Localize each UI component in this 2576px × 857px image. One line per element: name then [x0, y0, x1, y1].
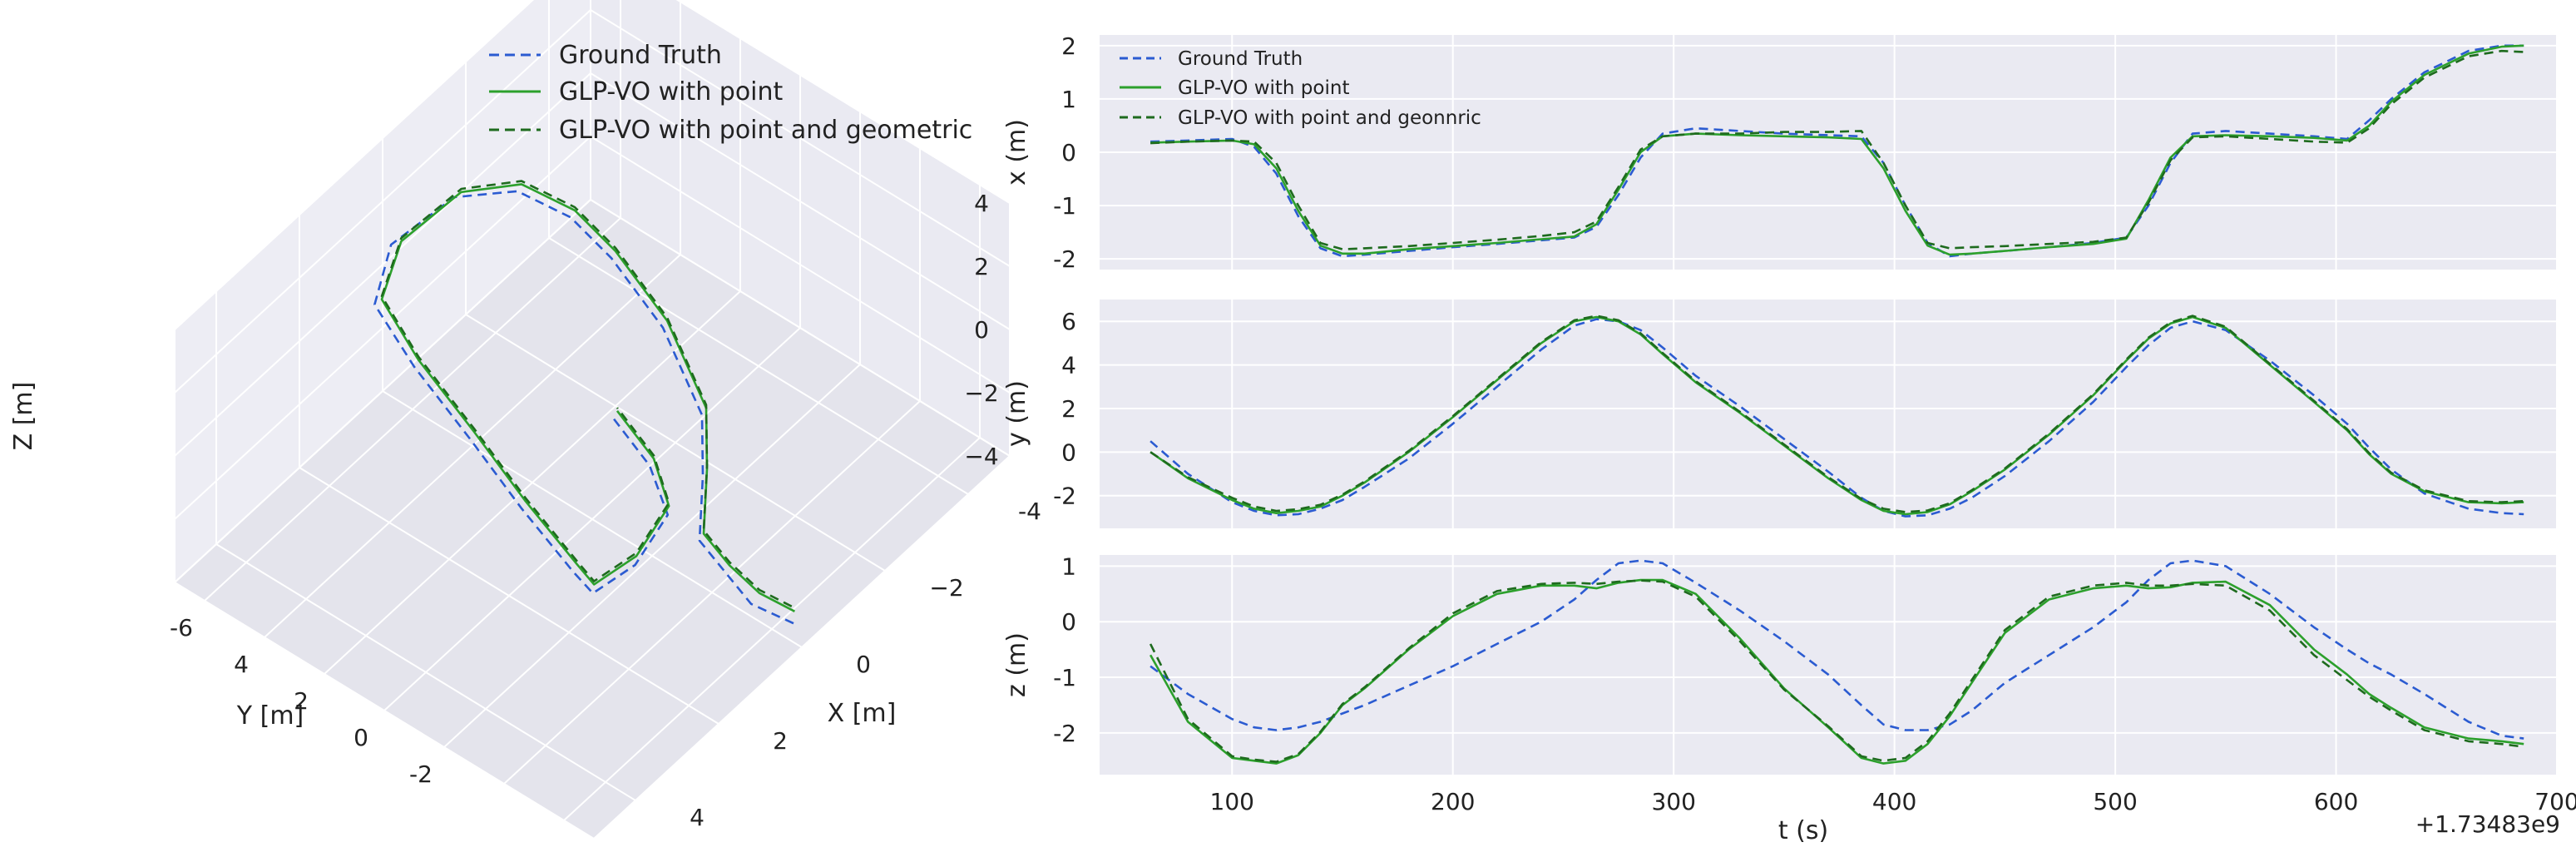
panel-z-ylabel: z (m) [1002, 632, 1031, 697]
x-tick-label: 500 [2093, 788, 2137, 815]
legend2d-label-point: GLP-VO with point [1178, 77, 1349, 99]
legend2d-label-point-geometric: GLP-VO with point and geonnric [1178, 107, 1481, 129]
z-axis-label: Z [m] [9, 382, 38, 451]
x-tick-label: 600 [2314, 788, 2358, 815]
y-axis-label: Y [m] [236, 701, 304, 731]
time-axis-offset: +1.73483e9 [2415, 810, 2560, 838]
series-glp-vo-with-point-and-geonnric [1150, 49, 2524, 250]
grid-floor-y [204, 217, 621, 602]
legend-label-point: GLP-VO with point [559, 77, 784, 107]
time-axis-label: t (s) [1778, 816, 1828, 845]
y-tick-label: 2 [1061, 395, 1076, 423]
y-tick-label: 0 [1061, 139, 1076, 166]
panel-x-ylabel: x (m) [1002, 119, 1031, 186]
grid-floor-y [324, 290, 741, 675]
legend-3d: Ground Truth GLP-VO with point GLP-VO wi… [489, 41, 972, 145]
y-tick-label: 4 [234, 651, 249, 678]
grid-floor-y [503, 400, 921, 785]
x-tick-label: 100 [1210, 788, 1254, 815]
series-glp-vo-with-point [1150, 44, 2524, 256]
series-ground-truth [1150, 559, 2524, 740]
grid-floor-y [383, 327, 801, 711]
x-tick-label: 200 [1431, 788, 1475, 815]
trajectories-3d [373, 180, 795, 625]
grid-back-z [174, 0, 534, 330]
z-tick-label: 4 [974, 190, 989, 217]
grid-back-z [174, 136, 591, 520]
y-tick-label: 1 [1061, 552, 1076, 580]
legend-label-ground-truth: Ground Truth [559, 41, 722, 70]
y-tick-label: -2 [409, 760, 433, 788]
panel-z-grid [1100, 555, 2558, 775]
y-tick-label: 0 [1061, 608, 1076, 636]
grid-floor-y [443, 364, 861, 748]
y-tick-label: -2 [1053, 483, 1076, 510]
x-tick-label: 4 [690, 804, 705, 831]
panel-x-grid [1100, 35, 2558, 270]
panel-y-y-ticks: -2 0 2 4 6 [1053, 308, 1076, 510]
x-tick-label: 700 [2534, 788, 2576, 815]
x-tick-label: 2 [773, 727, 788, 755]
y-tick-label: -6 [170, 614, 193, 642]
series-ground-truth [1150, 44, 2524, 258]
tick-labels-3d: 4 2 0 −2 −4 -6 4 2 0 -2 -4 −2 0 2 4 [170, 190, 1041, 831]
grid-side-z [590, 199, 1011, 457]
y-tick-label: 6 [1061, 308, 1076, 335]
grid-floor-y [264, 254, 681, 638]
panel-x-series [1150, 44, 2524, 258]
z-tick-label: 0 [974, 316, 989, 344]
x-tick-label: 300 [1651, 788, 1695, 815]
y-tick-label: -2 [1053, 245, 1076, 273]
x-tick-label: −2 [929, 574, 963, 602]
trajectory-glp-vo-with-point [380, 183, 795, 612]
time-series-plots: -2 -1 0 1 2 x (m) Ground Truth GLP-VO with p… [1002, 32, 2576, 845]
panel-y-ylabel: y (m) [1002, 380, 1031, 447]
panel-z-position: -2 -1 0 1 z (m) [1002, 552, 2558, 775]
y-tick-label: 4 [1061, 352, 1076, 379]
z-tick-label: −4 [964, 443, 998, 470]
z-tick-label: −2 [964, 379, 998, 407]
legend2d-label-ground-truth: Ground Truth [1178, 48, 1303, 70]
trajectory-ground-truth [373, 190, 794, 625]
panel-z-background [1100, 555, 2557, 775]
legend-label-point-geometric: GLP-VO with point and geometric [559, 116, 972, 145]
panel-y-background [1100, 300, 2557, 528]
y-tick-label: 0 [354, 724, 368, 751]
series-glp-vo-with-point-and-geonnric [1150, 315, 2524, 513]
legend-2d: Ground Truth GLP-VO with point GLP-VO wi… [1120, 48, 1481, 129]
panel-y-position: -2 0 2 4 6 y (m) [1002, 300, 2558, 528]
panel-x-position: -2 -1 0 1 2 x (m) Ground Truth GLP-VO with p… [1002, 32, 2558, 273]
y-tick-label: -2 [1053, 720, 1076, 747]
y-tick-label: 1 [1061, 86, 1076, 113]
grid-3d [174, 0, 1011, 821]
grid-floor-y [563, 437, 981, 821]
panel-y-series [1150, 315, 2524, 518]
grid-side-z [590, 9, 1011, 267]
y-tick-label: 2 [294, 687, 309, 715]
y-tick-label: 0 [1061, 438, 1076, 466]
y-tick-label: 2 [1061, 32, 1076, 60]
panel-z-y-ticks: -2 -1 0 1 [1053, 552, 1076, 747]
grid-back-z [174, 9, 591, 394]
x-axis-label: X [m] [828, 699, 897, 728]
y-tick-label: -1 [1053, 664, 1076, 691]
grid-side-z [675, 0, 1011, 204]
trajectory-glp-vo-with-point-and-geometric [380, 180, 793, 607]
series-glp-vo-with-point-and-geonnric [1149, 579, 2524, 763]
panel-x-y-ticks: -2 -1 0 1 2 [1053, 32, 1076, 273]
grid-side-z [590, 72, 1011, 330]
y-tick-label: -1 [1053, 192, 1076, 220]
z-tick-label: 2 [974, 253, 989, 280]
grid-back-z [174, 199, 591, 583]
panel-z-series [1149, 559, 2524, 765]
x-tick-label: -4 [1018, 498, 1041, 525]
x-tick-label: 0 [856, 651, 871, 678]
time-axis-ticks: 100 200 300 400 500 600 700 [1210, 788, 2576, 815]
x-tick-label: 400 [1872, 788, 1916, 815]
grid-side-z [590, 136, 1011, 394]
panel-y-grid [1100, 300, 2558, 528]
grid-back-z [174, 72, 591, 457]
